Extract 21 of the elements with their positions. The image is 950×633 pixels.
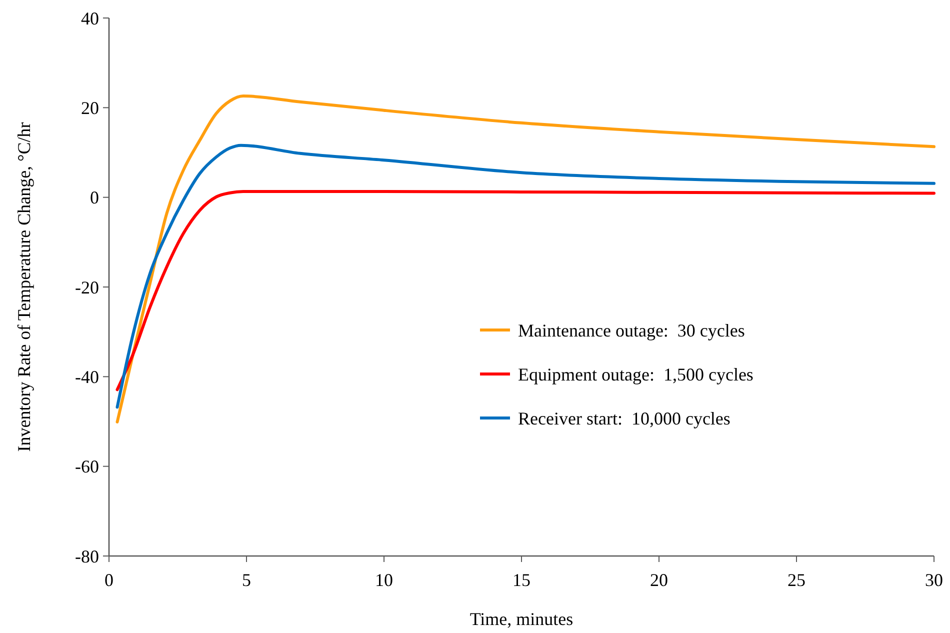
y-tick-label: -60 bbox=[75, 456, 99, 477]
x-tick-label: 15 bbox=[512, 570, 530, 590]
y-tick-label: 0 bbox=[90, 188, 99, 208]
x-tick-label: 0 bbox=[104, 570, 114, 590]
x-tick-label: 25 bbox=[788, 570, 806, 590]
y-tick-label: -40 bbox=[75, 366, 99, 387]
line-series bbox=[116, 144, 936, 409]
x-tick-label: 30 bbox=[925, 570, 943, 590]
legend-label: Equipment outage: 1,500 cycles bbox=[518, 364, 754, 384]
line-series bbox=[116, 190, 936, 392]
y-tick-label: 40 bbox=[81, 8, 99, 28]
y-tick-label: -20 bbox=[75, 277, 99, 298]
legend-label: Maintenance outage: 30 cycles bbox=[518, 320, 745, 340]
y-tick-label: -80 bbox=[75, 546, 99, 566]
y-tick-label: 20 bbox=[81, 98, 99, 118]
x-axis-title: Time, minutes bbox=[470, 609, 574, 629]
x-tick-label: 10 bbox=[375, 570, 393, 590]
x-tick-label: 5 bbox=[242, 570, 251, 590]
y-axis-title: Inventory Rate of Temperature Change, °C/hr bbox=[14, 122, 34, 452]
legend-label: Receiver start: 10,000 cycles bbox=[518, 408, 730, 428]
x-tick-label: 20 bbox=[650, 570, 668, 590]
